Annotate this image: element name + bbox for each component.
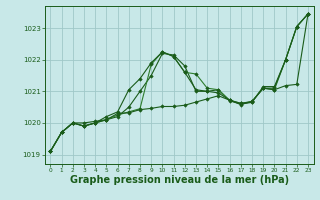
X-axis label: Graphe pression niveau de la mer (hPa): Graphe pression niveau de la mer (hPa) (70, 175, 289, 185)
